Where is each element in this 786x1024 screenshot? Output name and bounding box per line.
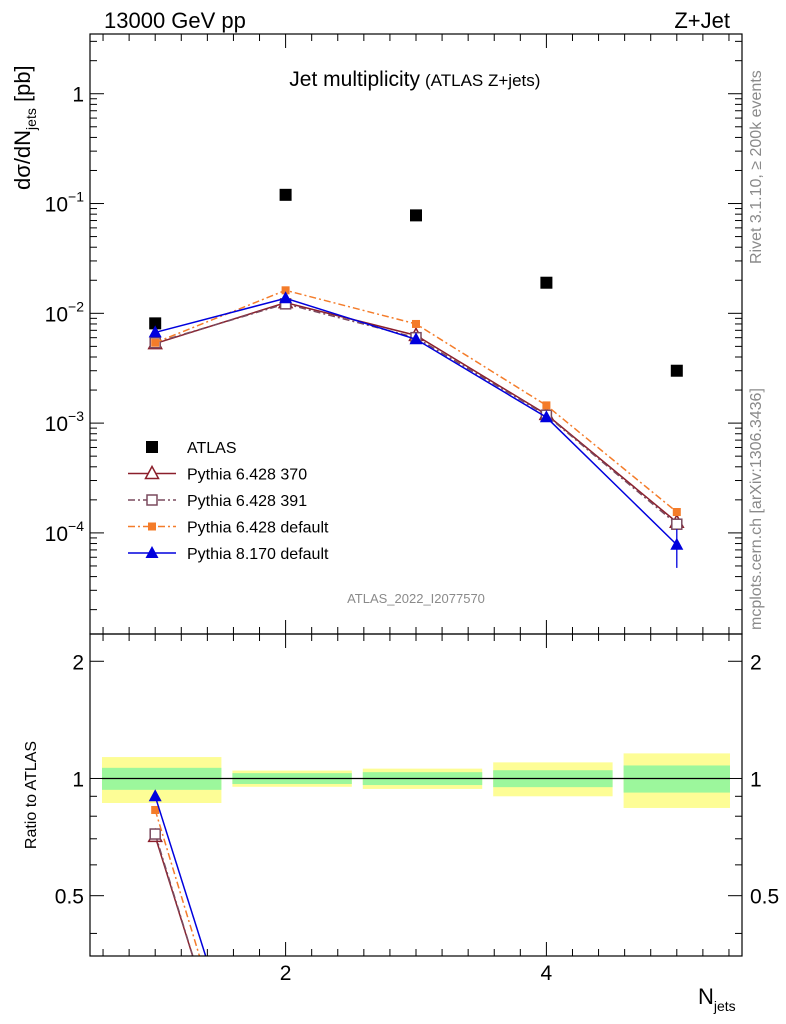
series-p6def (151, 286, 681, 517)
data-point (149, 317, 162, 330)
data-point (279, 188, 292, 201)
legend-entry-p391: Pythia 6.428 391 (128, 493, 307, 510)
legend-label: ATLAS (187, 440, 237, 457)
y-tick-label: 1 (72, 84, 84, 107)
ratio-series-p6def (151, 805, 201, 956)
ratio-series-p370 (147, 827, 194, 956)
legend-marker (144, 464, 160, 480)
ratio-y-tick-label-right: 0.5 (750, 886, 779, 909)
y-tick-label: 10−2 (45, 298, 85, 326)
legend-entry-data: ATLAS (146, 440, 237, 457)
series-data (149, 188, 683, 377)
legend-marker (146, 494, 158, 506)
data-point (281, 286, 290, 295)
ratio-y-tick-label: 2 (72, 651, 84, 674)
x-axis-label: Njets (698, 984, 736, 1014)
legend-marker (146, 441, 158, 453)
plot-subtitle: (ATLAS Z+jets) (425, 71, 540, 90)
main-plot-area (147, 188, 685, 568)
ratio-y-tick-labels: 0.5 0.5 1 1 2 2 (55, 651, 779, 908)
legend-marker (145, 546, 159, 558)
header-right: Z+Jet (674, 8, 730, 33)
data-point (540, 276, 553, 289)
legend-label: Pythia 6.428 391 (187, 493, 307, 510)
legend: ATLAS Pythia 6.428 370 Pythia 6.428 391 Pyt… (128, 440, 329, 563)
band-bin (102, 757, 222, 804)
data-point (542, 401, 551, 410)
legend-entry-p8: Pythia 8.170 default (128, 546, 329, 563)
data-point (151, 338, 160, 347)
mcplots-info: mcplots.cern.ch [arXiv:1306.3436] (748, 388, 765, 630)
header-left: 13000 GeV pp (104, 8, 246, 33)
legend-label: Pythia 6.428 370 (187, 467, 307, 484)
ratio-line (154, 833, 194, 956)
data-point (148, 325, 162, 338)
main-y-tick-labels: 1 10−1 10−2 10−3 10−4 (45, 84, 85, 546)
legend-label: Pythia 6.428 default (187, 520, 329, 537)
analysis-watermark: ATLAS_2022_I2077570 (347, 591, 485, 606)
plot-title: Jet multiplicity (289, 68, 420, 91)
legend-label: Pythia 8.170 default (187, 546, 329, 563)
ratio-y-tick-label-right: 1 (750, 768, 762, 791)
data-point (279, 291, 293, 304)
band-bin (623, 753, 730, 808)
ratio-series-p391 (149, 828, 194, 956)
legend-marker (148, 522, 156, 531)
ratio-point (148, 789, 162, 802)
x-tick-label: 4 (541, 962, 553, 985)
ratio-y-tick-label-right: 2 (750, 651, 762, 674)
series-p8 (148, 291, 684, 568)
y-tick-label: 10−3 (45, 408, 85, 436)
y-tick-label: 10−4 (45, 518, 85, 546)
main-panel: 1 10−1 10−2 10−3 10−4 Jet multiplicity (ATLA… (10, 33, 743, 635)
ratio-y-tick-label: 0.5 (55, 886, 84, 909)
legend-entry-p370: Pythia 6.428 370 (128, 464, 307, 484)
data-point (409, 332, 423, 345)
ratio-y-axis-label: Ratio to ATLAS (23, 741, 40, 849)
data-point (410, 209, 422, 222)
y-tick-label: 10−1 (45, 189, 85, 217)
ratio-point (149, 828, 161, 840)
ratio-ticks (90, 634, 742, 956)
ratio-plot-area (147, 789, 207, 956)
data-point (671, 518, 683, 530)
main-y-ticks (90, 34, 742, 634)
x-tick-label: 2 (280, 962, 292, 985)
ratio-series-p8 (148, 789, 207, 956)
ratio-point (151, 805, 160, 814)
data-point (670, 364, 683, 377)
data-point (672, 508, 681, 517)
legend-entry-p6def: Pythia 6.428 default (128, 520, 329, 537)
data-point (670, 537, 684, 550)
ratio-line (154, 796, 207, 956)
band-bin (493, 762, 613, 797)
rivet-info: Rivet 3.1.10, ≥ 200k events (748, 70, 765, 264)
main-y-axis-label: dσ/dNjets [pb] (10, 65, 39, 190)
data-point (412, 319, 420, 328)
ratio-y-tick-label: 1 (72, 768, 84, 791)
uncertainty-bands (102, 753, 730, 808)
data-point (539, 410, 553, 423)
